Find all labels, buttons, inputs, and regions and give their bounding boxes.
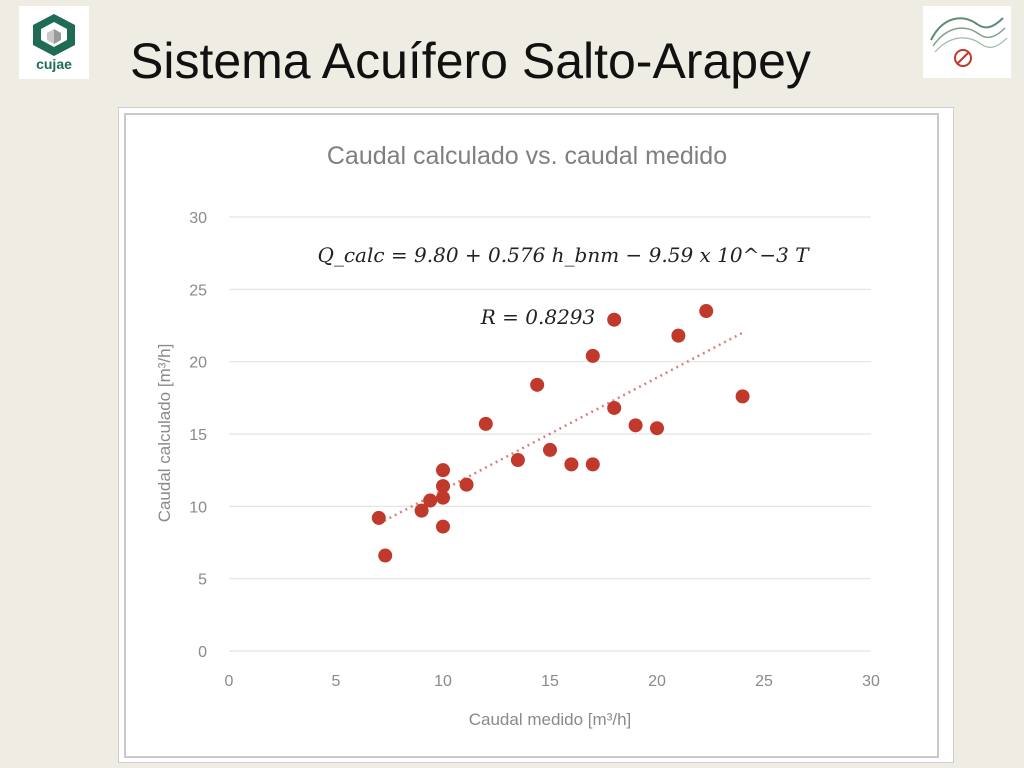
cube-logo-icon [33,14,75,56]
x-axis-label: Caudal medido [m³/h] [469,710,632,729]
data-point [607,312,622,327]
data-point [378,548,393,563]
data-point [671,328,686,343]
chart-title: Caudal calculado vs. caudal medido [327,142,727,170]
x-tick-labels: 0 5 10 15 20 25 30 [225,673,880,690]
x-tick-label: 20 [648,673,666,690]
cujae-logo: cujae [19,6,89,79]
cujae-logo-text: cujae [36,56,72,72]
x-tick-label: 30 [862,673,880,690]
data-point [564,457,579,472]
y-tick-label: 5 [198,572,207,589]
data-point [423,493,438,508]
data-point [371,510,386,525]
r-value-annotation: R = 0.8293 [480,305,596,329]
data-point [436,519,450,534]
y-tick-labels: 0 5 10 15 20 25 30 [189,210,207,661]
y-tick-label: 15 [189,427,207,444]
data-point [585,348,600,363]
data-point [628,418,643,433]
data-points [371,304,750,563]
data-point [543,442,557,457]
equation-annotation: Q_calc = 9.80 + 0.576 h_bnm − 9.59 x 10^… [317,243,810,267]
chart-frame [118,107,954,763]
wave-logo-icon [930,17,1008,67]
data-point [459,477,474,492]
data-point [699,304,714,319]
data-point [530,377,545,392]
y-tick-label: 25 [189,282,207,299]
x-tick-label: 5 [332,673,341,690]
data-point [436,490,450,505]
y-tick-label: 0 [198,644,207,661]
data-point [510,453,525,468]
data-point [735,389,750,404]
x-tick-label: 10 [434,673,452,690]
x-tick-label: 15 [541,673,559,690]
y-axis-label: Caudal calculado [m³/h] [155,344,174,523]
slide-title: Sistema Acuífero Salto-Arapey [130,33,811,89]
data-point [585,457,600,472]
data-point [436,463,450,478]
data-point [650,421,664,436]
trendline [378,331,744,525]
x-tick-label: 25 [755,673,773,690]
data-point [607,400,622,415]
data-point [436,479,450,494]
data-point [414,503,429,518]
institution-logo [923,6,1011,78]
y-tick-label: 10 [189,499,207,516]
y-tick-label: 30 [189,210,207,227]
y-tick-label: 20 [189,355,207,372]
x-tick-label: 0 [225,673,234,690]
chart-gridlines [229,216,871,652]
data-point [478,416,493,431]
